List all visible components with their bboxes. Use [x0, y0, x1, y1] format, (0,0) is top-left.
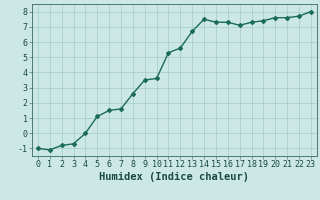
- X-axis label: Humidex (Indice chaleur): Humidex (Indice chaleur): [100, 172, 249, 182]
